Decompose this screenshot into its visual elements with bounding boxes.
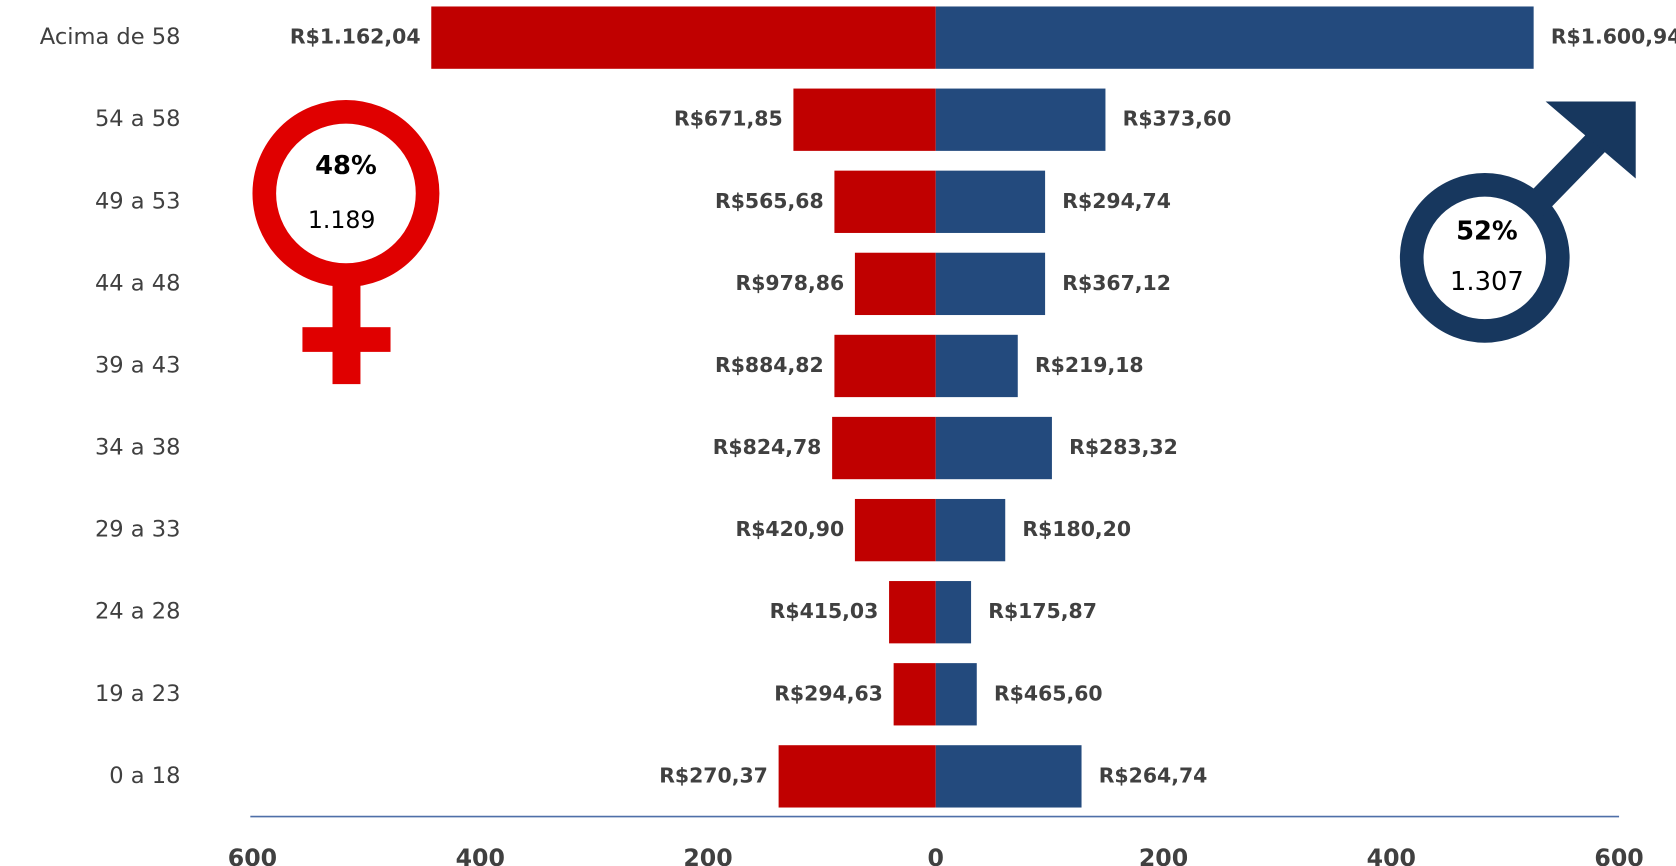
bar <box>935 252 1046 316</box>
category-label: 44 a 48 <box>95 270 181 296</box>
bar <box>935 581 972 644</box>
bar <box>889 581 936 644</box>
bar <box>935 334 1018 398</box>
bar <box>834 334 936 398</box>
bar <box>778 745 936 808</box>
bar <box>832 416 936 480</box>
value-label: R$565,68 <box>715 189 824 213</box>
value-label: R$1.162,04 <box>290 25 421 49</box>
category-label: 29 a 33 <box>95 517 181 543</box>
value-label: R$219,18 <box>1035 353 1144 377</box>
category-label: 39 a 43 <box>95 352 181 378</box>
category-label: 49 a 53 <box>95 188 181 214</box>
value-label: R$270,37 <box>659 763 768 787</box>
male-percent: 52% <box>1456 217 1518 247</box>
category-label: 24 a 28 <box>95 599 181 625</box>
value-label: R$978,86 <box>735 271 844 295</box>
bar <box>935 663 977 726</box>
category-label: 0 a 18 <box>109 763 180 789</box>
x-tick-label: 200 <box>1139 844 1188 866</box>
x-tick-label: 0 <box>928 844 944 866</box>
bar <box>935 745 1082 808</box>
value-label: R$420,90 <box>735 517 844 541</box>
category-label: Acima de 58 <box>40 24 181 50</box>
bar <box>793 88 936 151</box>
female-icon <box>252 99 440 385</box>
x-tick-label: 400 <box>1367 844 1416 866</box>
bar <box>935 88 1106 151</box>
value-label: R$175,87 <box>988 599 1097 623</box>
value-label: R$415,03 <box>770 599 879 623</box>
female-count: 1.189 <box>308 206 376 234</box>
value-label: R$294,63 <box>774 681 883 705</box>
bar <box>854 252 936 316</box>
bar <box>854 498 936 562</box>
category-label: 19 a 23 <box>95 681 181 707</box>
value-label: R$671,85 <box>674 107 783 131</box>
female-ring <box>252 99 440 287</box>
value-label: R$294,74 <box>1062 189 1171 213</box>
bar <box>834 170 936 233</box>
bar <box>935 6 1534 69</box>
value-label: R$180,20 <box>1022 517 1131 541</box>
value-label: R$884,82 <box>715 353 824 377</box>
female-cross <box>302 327 391 352</box>
value-label: R$824,78 <box>713 435 822 459</box>
bar <box>935 170 1046 233</box>
bar <box>893 663 936 726</box>
x-tick-label: 600 <box>228 844 277 866</box>
value-label: R$264,74 <box>1099 763 1208 787</box>
value-label: R$283,32 <box>1069 435 1178 459</box>
x-tick-label: 200 <box>683 844 732 866</box>
female-percent: 48% <box>315 151 377 181</box>
value-label: R$465,60 <box>994 681 1103 705</box>
bar <box>935 416 1052 480</box>
x-tick-label: 400 <box>456 844 505 866</box>
x-tick-label: 600 <box>1594 844 1643 866</box>
bar <box>431 6 936 69</box>
male-count: 1.307 <box>1450 267 1524 297</box>
category-label: 54 a 58 <box>95 106 181 132</box>
category-label: 34 a 38 <box>95 435 181 461</box>
bar <box>935 498 1006 562</box>
value-label: R$1.600,94 <box>1551 25 1676 49</box>
value-label: R$367,12 <box>1062 271 1171 295</box>
male-ring <box>1399 173 1570 343</box>
male-icon <box>1399 101 1636 343</box>
male-arrow-head <box>1545 101 1636 179</box>
value-label: R$373,60 <box>1123 107 1232 131</box>
